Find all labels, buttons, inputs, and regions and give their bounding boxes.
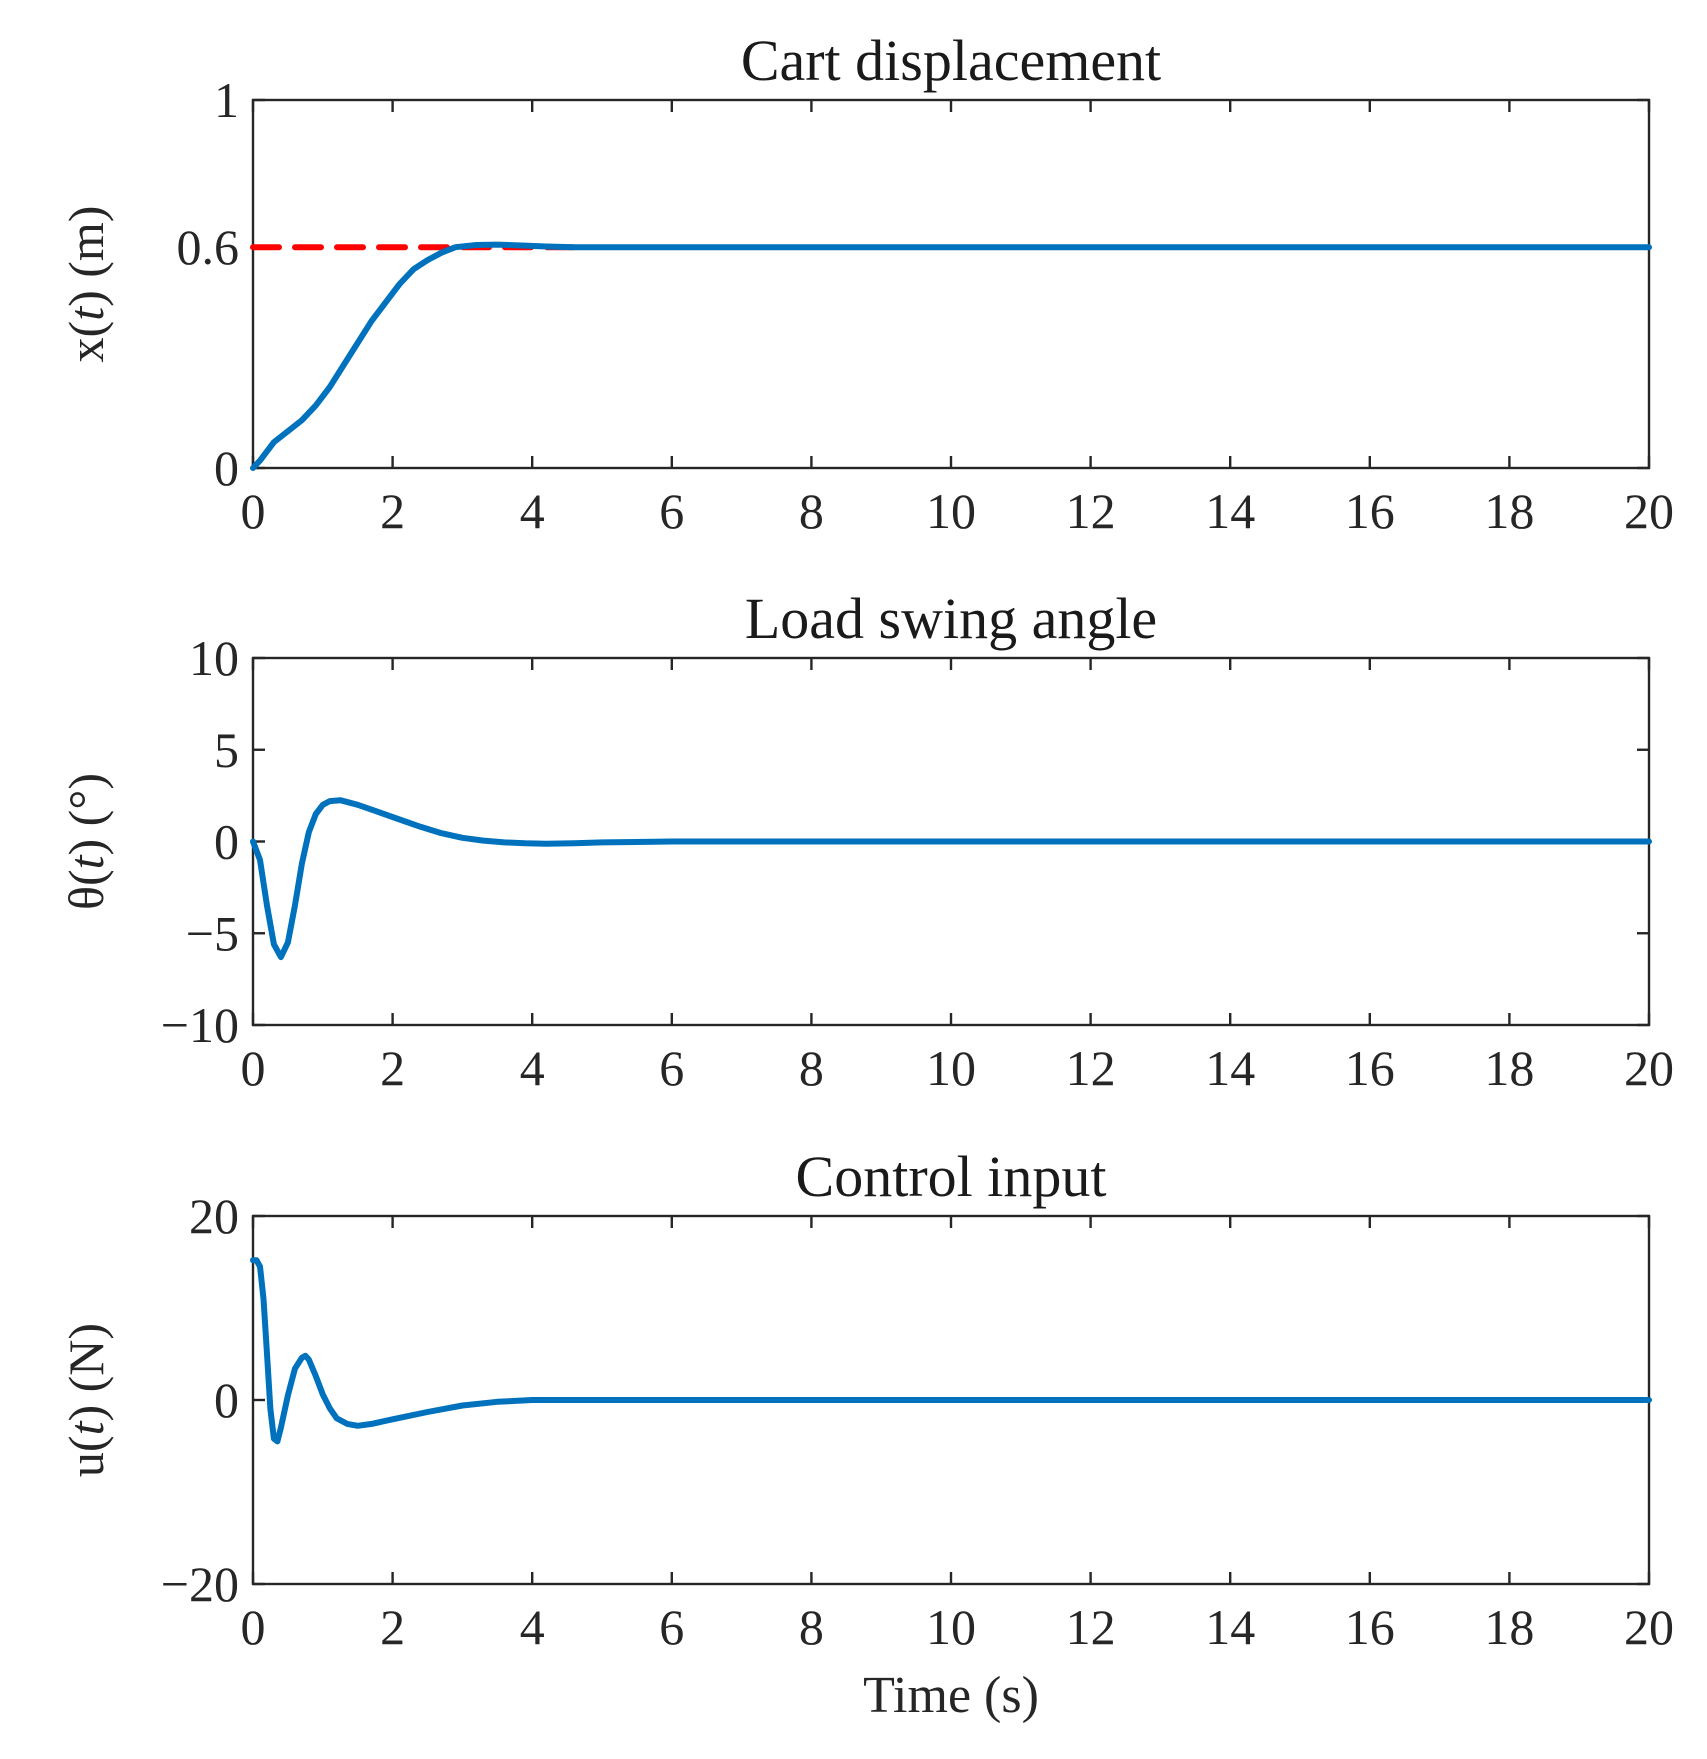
x-tick-label: 16 bbox=[1345, 1040, 1395, 1096]
y-label-unit: (N) bbox=[58, 1323, 114, 1392]
y-label-var: θ(t) bbox=[58, 826, 114, 910]
x-tick-label: 14 bbox=[1205, 1040, 1255, 1096]
x-tick-label: 0 bbox=[241, 1040, 266, 1096]
x-tick-label: 12 bbox=[1066, 1040, 1116, 1096]
x-tick-label: 4 bbox=[520, 483, 545, 539]
y-axis-label: u(t) (N) bbox=[58, 1323, 114, 1477]
y-label-unit: (°) bbox=[58, 773, 114, 826]
x-tick-label: 18 bbox=[1484, 1040, 1534, 1096]
y-label-var: u(t) bbox=[58, 1392, 114, 1477]
y-tick-label: 10 bbox=[189, 630, 239, 686]
y-axis-label: x(t) (m) bbox=[58, 206, 114, 363]
x-tick-label: 16 bbox=[1345, 483, 1395, 539]
series-line-u-t- bbox=[250, 1257, 1652, 1445]
x-tick-label: 20 bbox=[1624, 1599, 1674, 1655]
x-tick-label: 6 bbox=[659, 1040, 684, 1096]
y-tick-label: −20 bbox=[161, 1556, 239, 1612]
plot-title: Load swing angle bbox=[745, 586, 1157, 651]
x-tick-label: 12 bbox=[1066, 483, 1116, 539]
axes-box bbox=[251, 98, 1651, 470]
x-tick-label: 20 bbox=[1624, 1040, 1674, 1096]
x-tick-label: 10 bbox=[926, 483, 976, 539]
x-tick-label: 6 bbox=[659, 1599, 684, 1655]
subplot-1: 0 2 4 6 8 10 12 14 16 18 20 0 0.6 1 Cart displacement x… bbox=[58, 28, 1674, 539]
x-tick-label: 2 bbox=[380, 483, 405, 539]
plot-title: Cart displacement bbox=[741, 28, 1161, 93]
y-tick-label: 0 bbox=[214, 814, 239, 870]
x-tick-label: 14 bbox=[1205, 1599, 1255, 1655]
y-tick-label: 5 bbox=[214, 722, 239, 778]
x-tick-label: 20 bbox=[1624, 483, 1674, 539]
y-tick-label: 20 bbox=[189, 1188, 239, 1244]
x-axis-label: Time (s) bbox=[863, 1667, 1039, 1724]
x-tick-label: 18 bbox=[1484, 1599, 1534, 1655]
plot-title: Control input bbox=[796, 1144, 1107, 1209]
series-line--t- bbox=[250, 797, 1652, 961]
y-tick-label: −5 bbox=[186, 905, 239, 961]
x-tick-label: 16 bbox=[1345, 1599, 1395, 1655]
y-tick-label: −10 bbox=[161, 997, 239, 1053]
x-tick-label: 2 bbox=[380, 1040, 405, 1096]
x-tick-label: 8 bbox=[799, 1599, 824, 1655]
x-tick-label: 12 bbox=[1066, 1599, 1116, 1655]
x-tick-label: 4 bbox=[520, 1599, 545, 1655]
y-tick-label: 1 bbox=[214, 72, 239, 128]
x-tick-label: 0 bbox=[241, 1599, 266, 1655]
y-label-var: x(t) bbox=[58, 278, 114, 363]
y-tick-label: 0.6 bbox=[177, 219, 240, 275]
x-tick-label: 6 bbox=[659, 483, 684, 539]
x-tick-label: 0 bbox=[241, 483, 266, 539]
x-tick-label: 8 bbox=[799, 1040, 824, 1096]
y-axis-label: θ(t) (°) bbox=[58, 773, 114, 910]
y-tick-label: 0 bbox=[214, 440, 239, 496]
x-tick-label: 10 bbox=[926, 1040, 976, 1096]
x-tick-label: 8 bbox=[799, 483, 824, 539]
y-tick-label: 0 bbox=[214, 1372, 239, 1428]
y-label-unit: (m) bbox=[58, 206, 114, 278]
x-tick-label: 10 bbox=[926, 1599, 976, 1655]
x-tick-label: 14 bbox=[1205, 483, 1255, 539]
series-line-x-t- bbox=[250, 241, 1652, 471]
x-tick-label: 18 bbox=[1484, 483, 1534, 539]
x-tick-label: 4 bbox=[520, 1040, 545, 1096]
subplot-2: 0 2 4 6 8 10 12 14 16 18 20 −10 −5 0 5 10 Load swing ang… bbox=[58, 586, 1674, 1096]
x-tick-label: 2 bbox=[380, 1599, 405, 1655]
